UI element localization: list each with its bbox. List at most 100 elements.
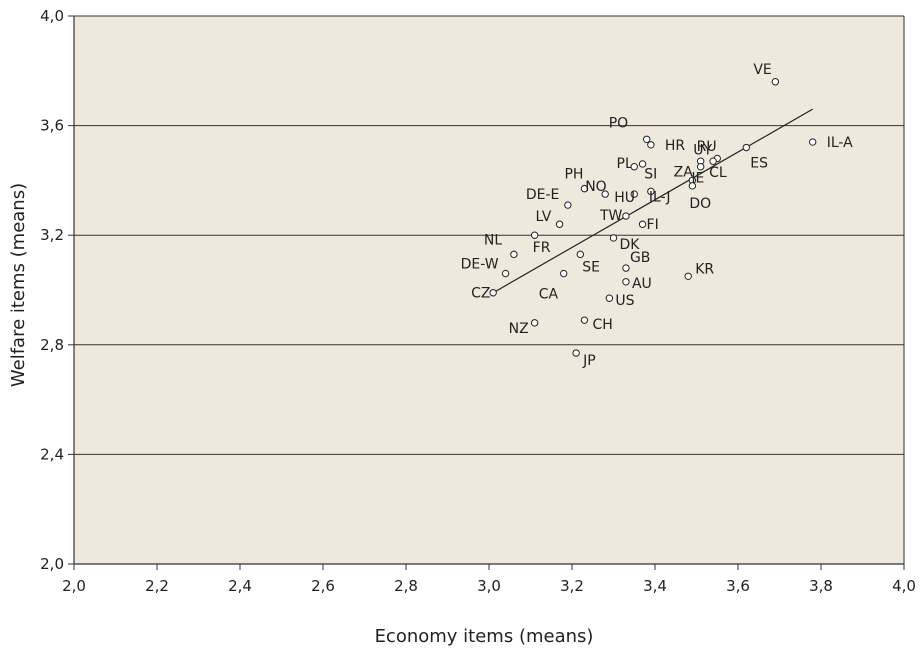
point-marker [530, 319, 539, 327]
point-label: SE [582, 259, 600, 275]
point-marker [709, 157, 717, 165]
data-point: VE [753, 62, 780, 86]
point-marker [510, 250, 518, 259]
data-point: JP [572, 349, 596, 369]
point-label: LV [536, 209, 552, 225]
point-label: CH [592, 317, 612, 333]
x-axis-ticks: 2,0 2,2 2,4 2,6 2,8 3,0 3,2 3,4 3,6 3,8 4,0 [62, 564, 916, 595]
point-marker [601, 190, 609, 198]
point-label: SI [644, 167, 657, 183]
point-marker [489, 289, 497, 297]
y-tick-label: 2,0 [40, 555, 64, 573]
data-point: NZ [509, 319, 539, 337]
data-point: IL-J [647, 187, 671, 205]
x-tick-label: 3,4 [643, 577, 667, 595]
point-label: DE-E [526, 187, 560, 203]
data-point: LV [536, 209, 564, 228]
x-tick-label: 4,0 [892, 577, 916, 595]
point-label: DK [620, 237, 641, 253]
gridlines [74, 125, 904, 455]
point-label: NZ [509, 321, 529, 337]
point-label: RU [697, 139, 717, 155]
data-point: HR [647, 138, 686, 154]
point-marker [630, 163, 638, 171]
data-point: FI [638, 217, 659, 233]
point-marker [580, 184, 589, 193]
y-tick-label: 4,0 [40, 7, 64, 25]
data-point: SE [576, 250, 600, 275]
point-label: HR [665, 138, 686, 154]
point-label: DE-W [461, 257, 499, 273]
point-marker [638, 160, 647, 168]
x-tick-label: 2,8 [394, 577, 418, 595]
data-point: PL [617, 156, 647, 172]
plot-area [74, 16, 904, 564]
point-marker [696, 163, 705, 171]
point-label: IL-J [649, 189, 671, 205]
data-point: KR [684, 261, 714, 280]
y-tick-label: 3,2 [40, 226, 64, 244]
data-point: NO [585, 179, 609, 198]
y-tick-label: 3,6 [40, 117, 64, 135]
data-point: CA [539, 269, 568, 303]
data-point: DO [688, 182, 711, 212]
x-tick-label: 3,6 [726, 577, 750, 595]
x-tick-label: 2,2 [145, 577, 169, 595]
point-label: PH [564, 167, 583, 183]
x-tick-label: 3,0 [477, 577, 501, 595]
point-marker [530, 231, 539, 239]
point-label: ES [750, 156, 768, 172]
point-marker [771, 78, 780, 86]
point-label: DO [689, 196, 711, 212]
point-label: FR [533, 240, 551, 256]
data-point: IL-A [809, 135, 853, 151]
point-marker [576, 250, 584, 259]
data-point: TW [599, 208, 630, 224]
x-tick-label: 3,8 [809, 577, 833, 595]
x-axis-title: Economy items (means) [375, 626, 594, 647]
point-marker [688, 182, 697, 190]
x-tick-label: 2,6 [311, 577, 335, 595]
point-label: GB [630, 250, 650, 266]
point-label: HU [614, 190, 635, 206]
point-label: FI [647, 217, 659, 233]
point-marker [564, 201, 572, 209]
point-marker [638, 220, 647, 228]
point-label: IE [691, 170, 704, 186]
point-marker [555, 220, 564, 228]
data-point: PH [564, 167, 589, 193]
point-label: CZ [471, 286, 490, 302]
data-point: ZA [674, 163, 705, 181]
y-axis-ticks: 2,0 2,4 2,8 3,2 3,6 4,0 [40, 7, 74, 573]
point-label: JP [582, 353, 596, 369]
point-marker [609, 234, 618, 242]
point-marker [647, 141, 655, 149]
data-point: FR [530, 231, 551, 256]
data-point: AU [622, 276, 652, 292]
point-label: TW [599, 208, 623, 224]
point-marker [501, 269, 510, 278]
data-point: IE [688, 170, 704, 186]
point-marker [630, 190, 638, 198]
point-label: CA [539, 287, 559, 303]
data-point: RU [697, 139, 717, 165]
point-marker [560, 269, 568, 278]
point-marker [809, 138, 817, 146]
point-marker [622, 264, 630, 272]
data-point: GB [622, 250, 650, 272]
point-label: VE [753, 62, 771, 78]
x-tick-label: 2,4 [228, 577, 252, 595]
y-tick-label: 2,4 [40, 445, 64, 463]
point-marker [684, 272, 692, 280]
point-marker [572, 349, 580, 357]
point-marker [622, 278, 630, 286]
point-marker [622, 212, 630, 220]
point-label: PL [617, 156, 633, 172]
x-tick-label: 3,2 [560, 577, 584, 595]
data-point: CZ [471, 286, 497, 302]
point-marker [605, 294, 614, 302]
data-point: DE-E [526, 187, 572, 209]
point-label: IL-A [827, 135, 853, 151]
